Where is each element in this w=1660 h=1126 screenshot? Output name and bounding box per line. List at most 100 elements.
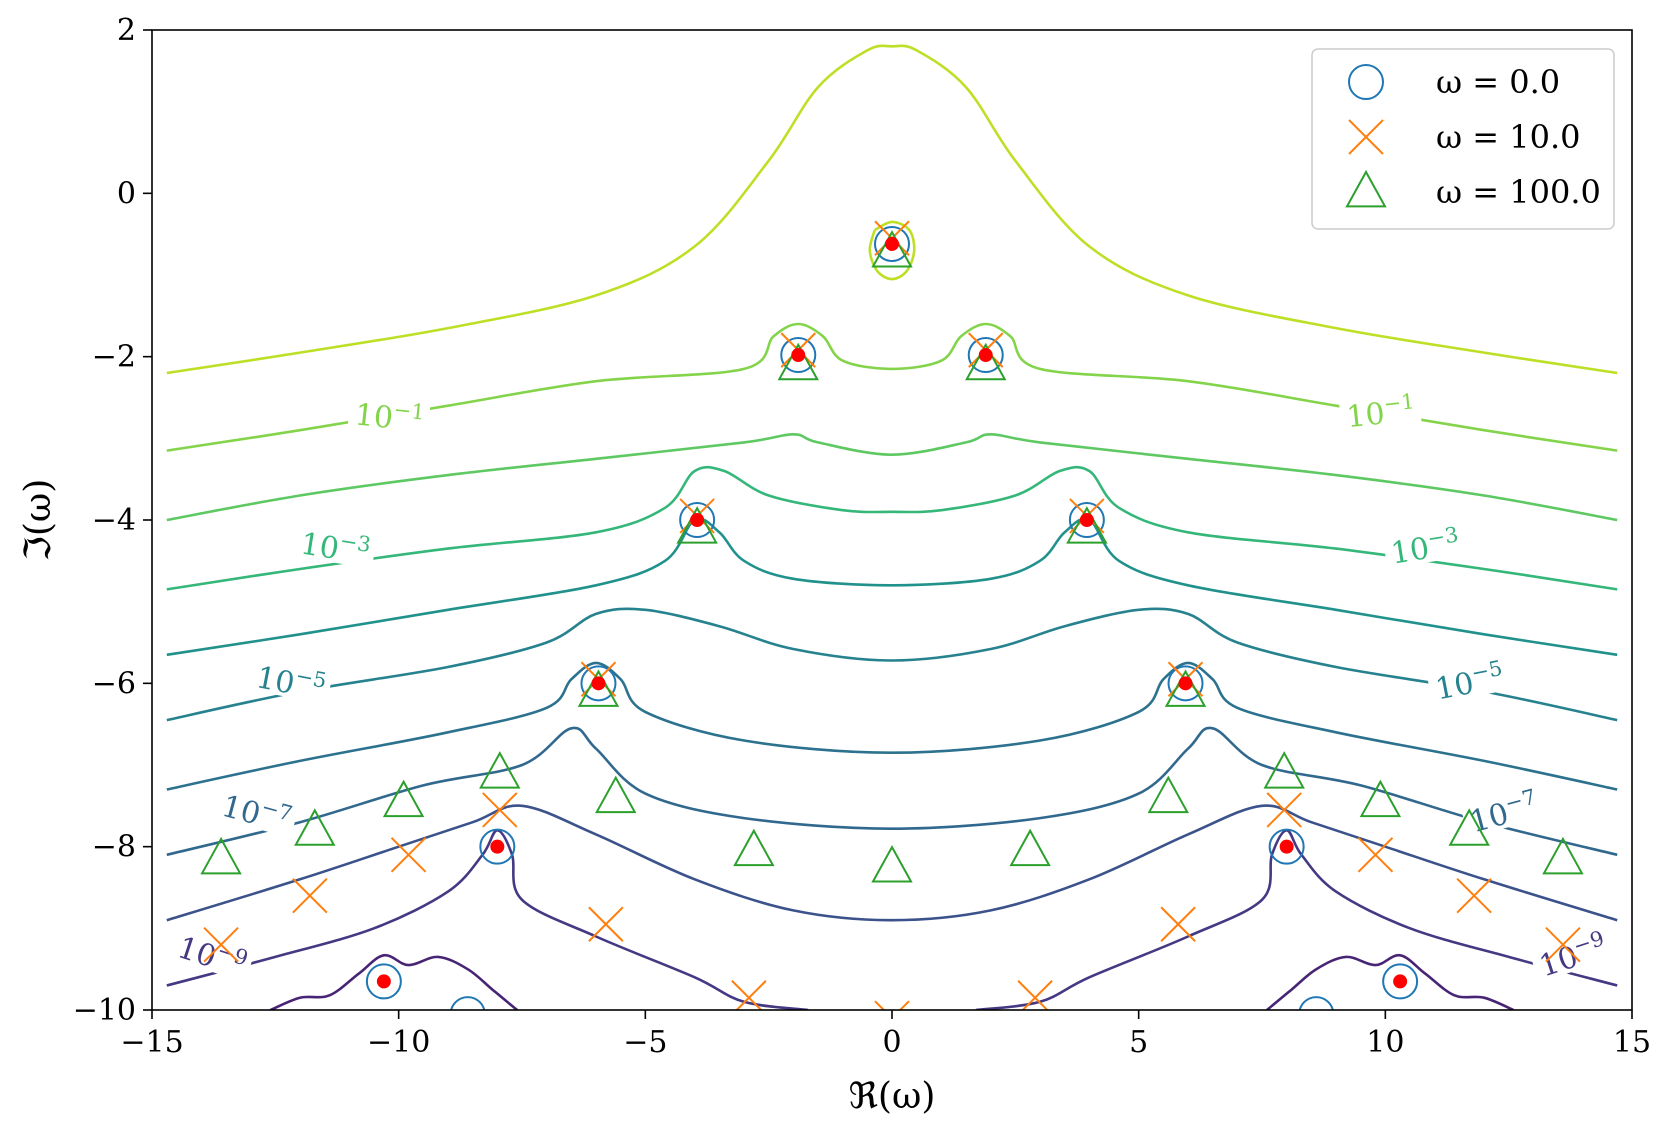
x-point-14 xyxy=(1545,926,1581,963)
dot-point-8 xyxy=(1279,839,1294,854)
legend: ω = 0.0 ω = 10.0 ω = 100.0 xyxy=(1311,48,1615,230)
x-point-9 xyxy=(390,837,427,873)
contour-line-12 xyxy=(1266,953,1515,1010)
contour-label-text: 10−5 xyxy=(1432,656,1507,707)
y-tick-label: −6 xyxy=(92,666,136,701)
dot-point-3 xyxy=(690,513,705,527)
contour-label-5: 10−5 xyxy=(1425,654,1512,707)
circle-point-4 xyxy=(1068,502,1105,538)
triangle-point-13 xyxy=(200,836,242,875)
dot-point-10 xyxy=(1393,974,1408,989)
contour-line-11 xyxy=(269,953,518,1010)
contour-line-2 xyxy=(166,433,1618,522)
contour-label-text: 10−3 xyxy=(1388,522,1462,571)
contour-label-2: 10−3 xyxy=(292,520,378,572)
circle-point-2 xyxy=(967,337,1004,374)
x-axis-ticks: −15 −10 −5 0 5 10 15 xyxy=(120,1010,1651,1060)
triangle-point-7 xyxy=(479,751,521,789)
legend-x-icon xyxy=(1348,119,1384,155)
legend-circle-icon xyxy=(1348,64,1384,100)
dot-point-0 xyxy=(885,236,899,251)
dot-point-9 xyxy=(376,974,391,989)
series-3 xyxy=(376,236,1408,989)
x-tick-label: 10 xyxy=(1366,1025,1404,1060)
contour-label-1: 10−1 xyxy=(1338,387,1422,435)
legend-box xyxy=(1311,48,1615,230)
x-tick-label: 0 xyxy=(882,1025,901,1060)
contour-label-text: 10−1 xyxy=(353,393,426,439)
y-axis-label: ℑ(ω) xyxy=(18,479,59,562)
contour-line-9 xyxy=(166,829,809,1010)
contour-label-text: 10−3 xyxy=(298,523,372,572)
dot-point-4 xyxy=(1079,513,1094,527)
circle-point-0 xyxy=(874,225,910,262)
y-tick-label: 2 xyxy=(117,13,136,48)
contour-line-4 xyxy=(166,517,1618,657)
x-point-7 xyxy=(482,792,518,828)
contour-line-1 xyxy=(166,322,1618,452)
x-tick-label: −10 xyxy=(367,1025,430,1060)
series-2 xyxy=(200,230,1584,883)
triangle-point-5 xyxy=(577,669,620,707)
circle-point-9 xyxy=(365,963,402,1000)
y-tick-label: −10 xyxy=(73,993,136,1028)
dot-point-5 xyxy=(591,676,606,691)
triangle-point-8 xyxy=(1263,751,1305,789)
triangle-point-12 xyxy=(1448,808,1490,846)
x-point-12 xyxy=(1456,877,1492,914)
contour-line-3 xyxy=(166,465,1618,591)
contour-line-10 xyxy=(975,829,1618,1010)
contour-line-13 xyxy=(868,220,916,281)
circle-point-6 xyxy=(1167,665,1204,702)
triangle-point-1 xyxy=(777,342,819,381)
legend-entry-1: ω = 10.0 xyxy=(1348,118,1581,156)
contour-label-3: 10−3 xyxy=(1381,520,1467,572)
x-point-15 xyxy=(588,906,624,942)
triangle-point-11 xyxy=(294,808,336,846)
triangle-point-9 xyxy=(382,779,425,818)
x-point-13 xyxy=(203,926,239,963)
x-tick-label: −5 xyxy=(623,1025,667,1060)
triangle-point-3 xyxy=(676,506,718,544)
circle-point-8 xyxy=(1268,828,1305,865)
dot-point-6 xyxy=(1178,676,1193,691)
contour-line-8 xyxy=(166,804,1618,922)
circle-point-11 xyxy=(450,996,486,1010)
circle-point-12 xyxy=(1298,996,1334,1010)
triangle-point-17 xyxy=(733,828,775,867)
y-tick-label: −8 xyxy=(92,830,136,865)
contour-line-6 xyxy=(166,661,1618,791)
y-tick-label: −4 xyxy=(92,503,136,538)
contour-lines xyxy=(166,44,1618,1010)
triangle-point-15 xyxy=(595,775,637,814)
triangle-point-6 xyxy=(1164,669,1207,707)
contour-label-text: 10−5 xyxy=(253,656,328,707)
triangle-point-16 xyxy=(1147,775,1189,814)
x-point-8 xyxy=(1266,792,1302,828)
triangle-point-18 xyxy=(1009,828,1051,867)
x-tick-label: 5 xyxy=(1129,1025,1148,1060)
legend-label: ω = 10.0 xyxy=(1436,118,1581,156)
x-point-17 xyxy=(731,980,767,1010)
legend-label: ω = 0.0 xyxy=(1436,63,1560,101)
x-axis-label: ℜ(ω) xyxy=(849,1076,936,1117)
triangle-point-10 xyxy=(1359,779,1402,818)
x-point-18 xyxy=(1017,980,1053,1010)
x-point-11 xyxy=(292,877,328,914)
contour-label-4: 10−5 xyxy=(248,654,334,707)
contour-line-5 xyxy=(166,607,1618,722)
y-tick-label: −2 xyxy=(92,340,136,375)
circle-point-5 xyxy=(580,665,617,702)
triangle-point-19 xyxy=(871,845,913,883)
dot-point-2 xyxy=(978,348,993,363)
contour-line-0 xyxy=(166,44,1618,375)
triangle-point-14 xyxy=(1542,836,1584,875)
contour-line-7 xyxy=(166,726,1618,857)
y-axis-ticks: 2 0 −2 −4 −6 −8 −10 xyxy=(73,13,152,1028)
circle-point-1 xyxy=(780,337,817,374)
x-point-16 xyxy=(1160,906,1196,942)
legend-triangle-icon xyxy=(1345,169,1387,208)
x-point-19 xyxy=(874,1000,910,1010)
contour-label-0: 10−1 xyxy=(347,391,431,439)
